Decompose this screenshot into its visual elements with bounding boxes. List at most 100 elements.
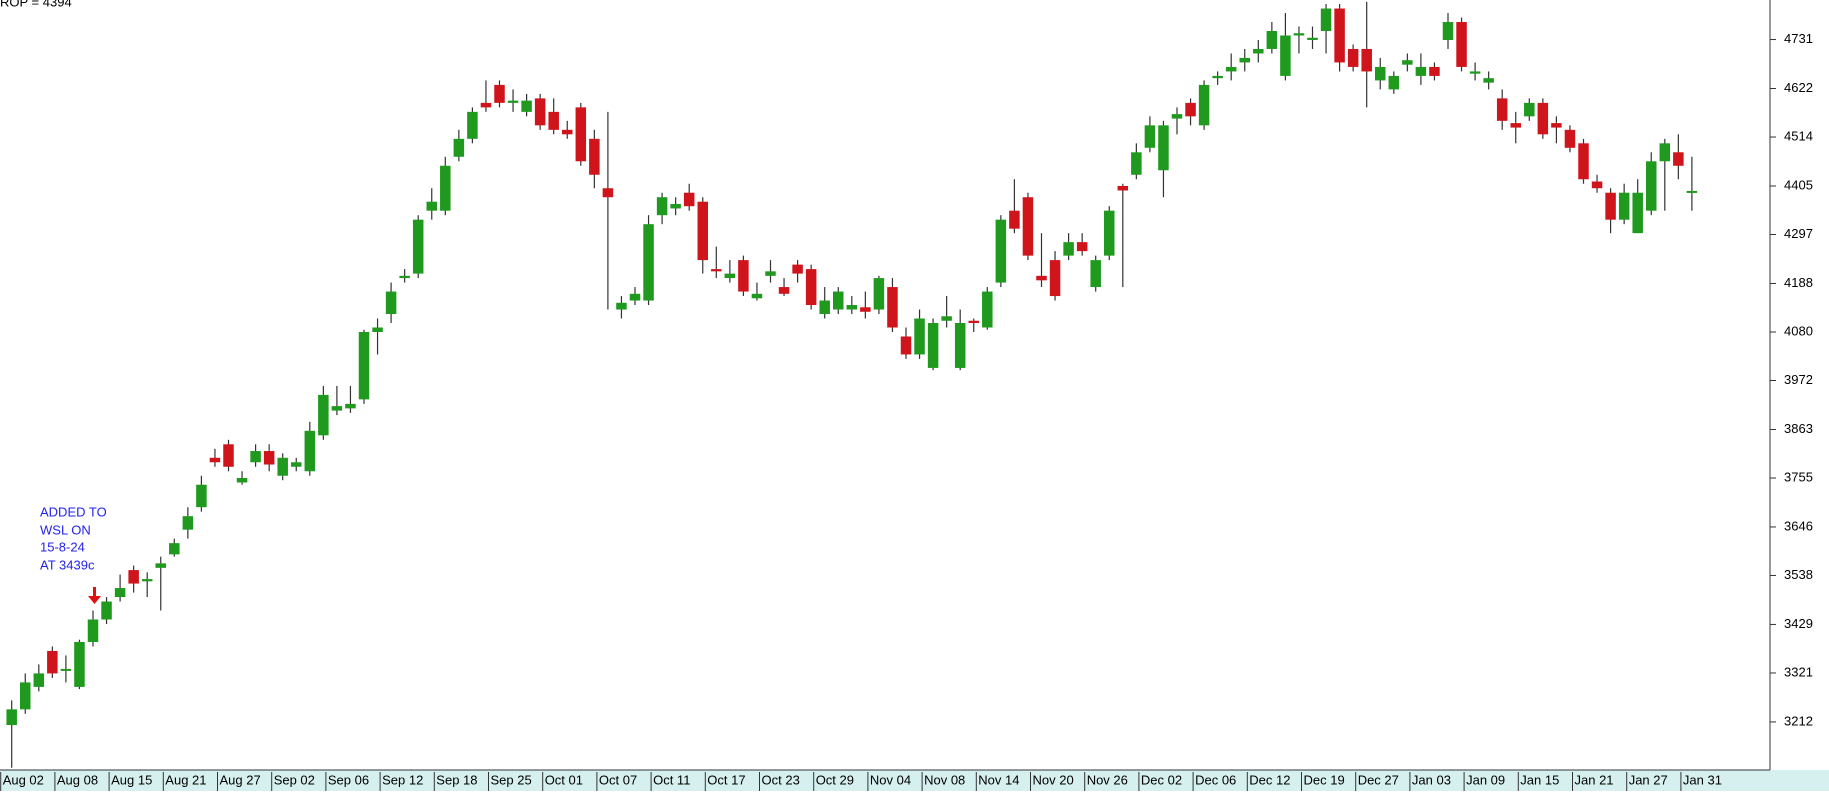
candle-body	[1510, 123, 1521, 128]
candle-body	[1022, 197, 1034, 256]
candle-body	[927, 323, 939, 368]
y-tick-label: 4188	[1784, 275, 1813, 290]
candle-body	[805, 269, 817, 306]
candle-body	[1144, 125, 1156, 148]
candle-body	[196, 484, 207, 508]
candle-body	[480, 102, 492, 108]
candle-body	[778, 287, 790, 294]
x-tick-label: Nov 14	[978, 772, 1019, 787]
candle-body	[1361, 48, 1372, 72]
y-tick-label: 4731	[1784, 31, 1813, 46]
candle-body	[1320, 8, 1332, 31]
x-tick-label: Jan 03	[1412, 772, 1451, 787]
candle-body	[385, 291, 397, 315]
arrow-head	[88, 596, 101, 604]
candle-body	[1388, 75, 1400, 90]
candle-body	[629, 293, 641, 301]
x-axis-strip	[0, 770, 1829, 791]
candle-body	[1496, 98, 1508, 121]
x-tick-label: Aug 02	[3, 772, 44, 787]
candle-body	[101, 601, 112, 620]
candle-body	[683, 192, 695, 207]
candle-body	[1591, 181, 1603, 189]
x-tick-label: Oct 23	[762, 772, 800, 787]
candle-body	[47, 650, 58, 674]
candle-body	[914, 318, 925, 355]
candle-body	[1646, 161, 1657, 211]
y-tick-label: 3863	[1784, 421, 1813, 436]
candle-body	[589, 138, 600, 175]
candle-body	[1090, 260, 1101, 288]
candle-body	[1036, 275, 1047, 281]
candle-body	[1049, 260, 1061, 297]
candle-body	[60, 668, 72, 671]
y-tick-label: 4297	[1784, 226, 1813, 241]
candle-body	[33, 673, 45, 687]
candle-body	[6, 709, 17, 726]
candle-body	[548, 111, 559, 130]
candle-body	[968, 320, 979, 324]
candle-body	[291, 462, 302, 467]
candle-body	[792, 264, 803, 274]
candle-body	[20, 682, 31, 710]
y-tick-label: 4514	[1784, 128, 1813, 143]
candle-body	[263, 451, 275, 465]
x-tick-label: Sep 25	[491, 772, 532, 787]
candle-body	[1483, 78, 1494, 83]
candle-body	[1158, 125, 1169, 171]
x-tick-label: Sep 12	[382, 772, 423, 787]
candle-body	[1402, 60, 1413, 65]
candle-body	[87, 619, 99, 642]
candle-body	[223, 444, 234, 467]
annotation-line: AT 3439c	[40, 557, 95, 572]
candle-body	[1618, 192, 1630, 220]
candle-body	[412, 219, 424, 274]
candle-body	[941, 316, 952, 321]
candle-body	[1117, 185, 1129, 191]
y-tick-label: 3538	[1784, 567, 1813, 582]
candle-body	[616, 302, 627, 310]
candle-body	[507, 100, 519, 103]
x-tick-label: Jan 15	[1520, 772, 1559, 787]
candle-body	[1551, 123, 1562, 128]
x-tick-label: Aug 15	[111, 772, 152, 787]
candle-body	[643, 224, 654, 301]
candle-body	[1673, 152, 1684, 166]
candle-body	[155, 563, 166, 568]
candle-body	[1334, 8, 1345, 63]
candle-body	[1469, 71, 1481, 74]
candle-body	[128, 570, 139, 584]
candle-body	[399, 275, 410, 279]
candle-body	[169, 543, 180, 555]
candle-body	[114, 588, 126, 598]
candle-body	[1104, 210, 1115, 256]
candle-body	[304, 430, 316, 472]
candle-body	[995, 219, 1007, 283]
candle-body	[1225, 66, 1237, 72]
candle-body	[1659, 143, 1671, 162]
candle-body	[1266, 30, 1278, 49]
candle-body	[575, 107, 587, 162]
candle-body	[724, 273, 736, 279]
candle-body	[656, 197, 668, 216]
candle-body	[426, 201, 437, 211]
x-tick-label: Jan 21	[1575, 772, 1614, 787]
candle-body	[1537, 102, 1549, 135]
candle-body	[1456, 22, 1467, 67]
candle-body	[833, 291, 844, 310]
candle-body	[1253, 48, 1264, 54]
candle-body	[1009, 210, 1020, 229]
candle-body	[182, 516, 194, 530]
x-tick-label: Aug 08	[57, 772, 98, 787]
candle-body	[1524, 102, 1535, 117]
candle-body	[1293, 33, 1305, 36]
candle-body	[1686, 190, 1698, 193]
x-tick-label: Sep 06	[328, 772, 369, 787]
x-tick-label: Dec 19	[1304, 772, 1345, 787]
candle-body	[1307, 37, 1318, 40]
x-tick-label: Nov 26	[1087, 772, 1128, 787]
candle-body	[1605, 192, 1616, 220]
candle-body	[711, 269, 722, 272]
candle-body	[900, 336, 912, 355]
